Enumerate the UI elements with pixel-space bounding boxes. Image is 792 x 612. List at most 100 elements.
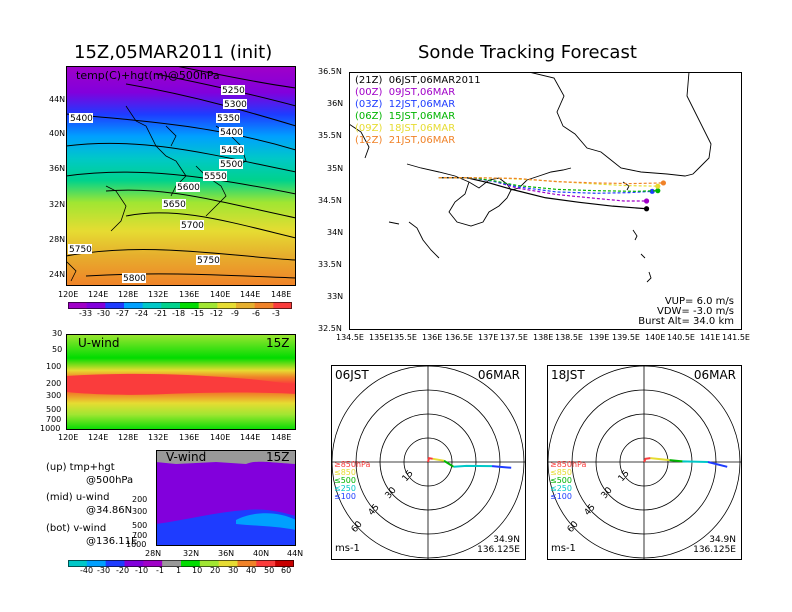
hodo-lat: 34.9N bbox=[709, 535, 736, 545]
svg-text:5550: 5550 bbox=[204, 172, 227, 182]
lat-label: 32N bbox=[49, 200, 66, 209]
vwind-gray-region bbox=[156, 450, 296, 464]
hodo-frame bbox=[547, 365, 742, 560]
track-line bbox=[438, 177, 647, 210]
p-label: 500 bbox=[46, 405, 62, 414]
lon-label: 132E bbox=[148, 433, 169, 442]
temperature-field bbox=[66, 66, 296, 286]
lat-label: 24N bbox=[49, 270, 66, 279]
temp-colorbar bbox=[68, 302, 292, 309]
colorbar-label: 1 bbox=[176, 566, 182, 575]
lat-label: 36N bbox=[49, 164, 66, 173]
layer-label: ≥850hPa bbox=[334, 460, 371, 469]
colorbar-swatch bbox=[124, 302, 144, 309]
colorbar-swatch bbox=[86, 560, 107, 567]
layer-label: ≤850 bbox=[550, 468, 572, 477]
colorbar-label: -30 bbox=[97, 566, 111, 575]
colorbar-swatch bbox=[180, 302, 200, 309]
hodograph-06jst: 15 30 45 60 06JST 06MAR ms-1 34.9N 136.125E… bbox=[331, 365, 526, 560]
colorbar-swatch bbox=[237, 560, 257, 567]
lon-label: 137E bbox=[478, 333, 499, 342]
svg-text:5300: 5300 bbox=[224, 100, 247, 110]
colorbar-label: -33 bbox=[79, 309, 93, 318]
track-map-panel: (21Z) 06JST,06MAR2011 (00Z) 09JST,06MAR … bbox=[349, 72, 742, 330]
hodo-date: 06MAR bbox=[477, 368, 520, 382]
hodo-lat: 34.9N bbox=[493, 535, 520, 545]
lat-label: 44N bbox=[49, 95, 66, 104]
p-label: 300 bbox=[132, 507, 148, 516]
p-label: 700 bbox=[46, 415, 62, 424]
map500-field-label: temp(C)+hgt(m)@500hPa bbox=[76, 69, 220, 82]
hodo-layer-legend: ≥850hPa ≤850 ≤500 ≤250 ≤100 bbox=[334, 461, 370, 501]
lat-label: 33N bbox=[327, 292, 344, 301]
lon-label: 140.5E bbox=[667, 333, 695, 342]
hodo-jst: 06JST bbox=[335, 368, 369, 382]
hodo-segment bbox=[432, 457, 445, 462]
legend-bot-sub: @136.11E bbox=[86, 536, 138, 547]
lat-label: 36N bbox=[327, 99, 344, 108]
colorbar-label: -3 bbox=[272, 309, 280, 318]
colorbar-swatch bbox=[273, 302, 292, 309]
colorbar-swatch bbox=[236, 302, 256, 309]
svg-text:5350: 5350 bbox=[217, 114, 240, 124]
burst-text: Burst Alt= 34.0 km bbox=[638, 316, 734, 327]
lon-label: 120E bbox=[58, 290, 79, 299]
track-line bbox=[438, 177, 658, 192]
colorbar-label: 60 bbox=[281, 566, 292, 575]
lon-label: 138E bbox=[533, 333, 554, 342]
legend-mid: (mid) u-wind bbox=[46, 492, 110, 503]
hodo-lon: 136.125E bbox=[693, 545, 736, 555]
track-endpoint bbox=[660, 180, 666, 186]
lat-label: 28N bbox=[145, 549, 162, 558]
svg-text:5650: 5650 bbox=[163, 200, 186, 210]
colorbar-swatch bbox=[256, 560, 276, 567]
hodo-frame bbox=[331, 365, 526, 560]
legend-up-sub: @500hPa bbox=[86, 475, 134, 486]
colorbar-label: -9 bbox=[231, 309, 239, 318]
hodo-segment bbox=[443, 459, 455, 468]
layer-label: ≤250 bbox=[550, 484, 572, 493]
legend-item: (12Z) 21JST,06MAR bbox=[355, 135, 456, 146]
layer-label: ≤250 bbox=[334, 484, 356, 493]
colorbar-label: -1 bbox=[156, 566, 164, 575]
colorbar-label: -18 bbox=[172, 309, 186, 318]
svg-text:5600: 5600 bbox=[177, 183, 200, 193]
colorbar-label: -24 bbox=[135, 309, 149, 318]
map500-contour-labels: 5250 5300 5350 5400 5400 5450 5500 5550 … bbox=[68, 85, 247, 284]
lon-label: 148E bbox=[271, 433, 292, 442]
lat-label: 35.5N bbox=[318, 131, 342, 140]
track-endpoint bbox=[655, 188, 661, 194]
layer-label: ≥850hPa bbox=[550, 460, 587, 469]
colorbar-swatch bbox=[105, 560, 125, 567]
svg-text:5500: 5500 bbox=[220, 160, 243, 170]
lat-label: 33.5N bbox=[318, 260, 342, 269]
lat-label: 32N bbox=[183, 549, 200, 558]
colorbar-label: -30 bbox=[97, 309, 111, 318]
p-label: 700 bbox=[132, 531, 148, 540]
vwind-label: V-wind bbox=[166, 450, 207, 464]
hodo-segment bbox=[453, 464, 493, 468]
colorbar-swatch bbox=[199, 560, 220, 567]
lon-label: 148E bbox=[271, 290, 292, 299]
colorbar-label: -10 bbox=[135, 566, 149, 575]
lon-label: 135E bbox=[369, 333, 390, 342]
colorbar-label: -21 bbox=[154, 309, 168, 318]
p-label: 1000 bbox=[40, 424, 61, 433]
lon-label: 140E bbox=[210, 290, 231, 299]
track-endpoint bbox=[643, 198, 650, 204]
colorbar-label: 40 bbox=[246, 566, 257, 575]
colorbar-swatch bbox=[86, 302, 106, 309]
hodo-segment bbox=[707, 461, 728, 468]
p-label: 30 bbox=[52, 329, 63, 338]
svg-text:5750: 5750 bbox=[69, 245, 92, 255]
uwind-label: U-wind bbox=[78, 336, 120, 350]
main-title: Sonde Tracking Forecast bbox=[418, 42, 637, 63]
legend-item: (21Z) 06JST,06MAR2011 bbox=[355, 75, 481, 86]
lon-label: 137.5E bbox=[500, 333, 528, 342]
colorbar-swatch bbox=[275, 560, 294, 567]
vup-text: VUP= 6.0 m/s bbox=[664, 296, 734, 307]
colorbar-swatch bbox=[181, 560, 201, 567]
wind-colorbar-labels: -40 -30 -20 -10 -1 1 10 20 30 40 50 60 bbox=[68, 566, 294, 578]
colorbar-swatch bbox=[162, 560, 182, 567]
